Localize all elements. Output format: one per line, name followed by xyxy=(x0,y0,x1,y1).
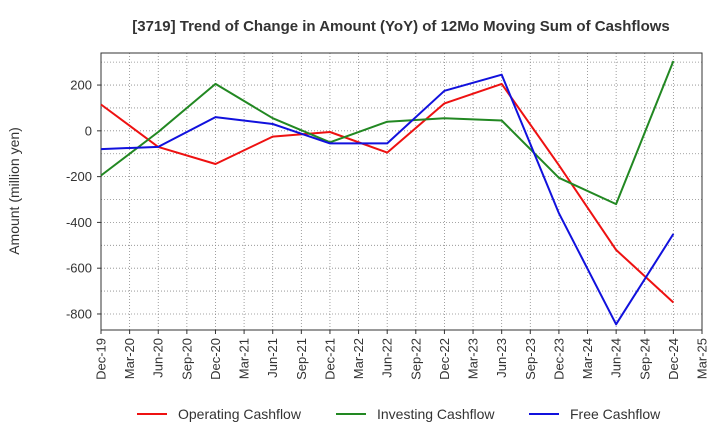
chart-title: [3719] Trend of Change in Amount (YoY) o… xyxy=(132,18,670,35)
y-axis-ticks: 200 0 -200 -400 -600 -800 xyxy=(66,78,101,321)
plot-frame xyxy=(100,52,703,331)
y-tick-label: -600 xyxy=(66,261,92,276)
x-tick-label: Dec-22 xyxy=(437,338,452,380)
legend-label: Free Cashflow xyxy=(570,406,661,422)
series-layer xyxy=(100,60,675,326)
y-tick-label: 0 xyxy=(85,123,92,138)
x-tick-label: Jun-20 xyxy=(151,338,166,378)
legend-label: Operating Cashflow xyxy=(178,406,302,422)
x-tick-label: Jun-21 xyxy=(265,338,280,378)
x-axis-ticks: Dec-19 Mar-20 Jun-20 Sep-20 Dec-20 Mar-21 Jun-… xyxy=(94,330,710,380)
x-tick-label: Mar-22 xyxy=(351,338,366,379)
x-tick-label: Mar-24 xyxy=(580,338,595,379)
legend: Operating Cashflow Investing Cashflow Free… xyxy=(137,406,661,422)
x-tick-label: Jun-22 xyxy=(380,338,395,378)
x-tick-label: Dec-24 xyxy=(666,338,681,380)
x-tick-label: Jun-24 xyxy=(609,338,624,378)
y-tick-label: 200 xyxy=(70,78,92,93)
x-tick-label: Dec-20 xyxy=(208,338,223,380)
x-tick-label: Sep-24 xyxy=(637,338,652,380)
x-tick-label: Dec-19 xyxy=(94,338,109,380)
series-line-operating-cashflow xyxy=(100,82,675,304)
y-tick-label: -800 xyxy=(66,306,92,321)
x-tick-label: Mar-20 xyxy=(122,338,137,379)
x-tick-label: Sep-23 xyxy=(523,338,538,380)
legend-label: Investing Cashflow xyxy=(377,406,495,422)
x-tick-label: Dec-21 xyxy=(322,338,337,380)
y-tick-label: -400 xyxy=(66,215,92,230)
x-tick-label: Mar-23 xyxy=(466,338,481,379)
y-tick-label: -200 xyxy=(66,169,92,184)
x-tick-label: Jun-23 xyxy=(494,338,509,378)
x-tick-label: Sep-21 xyxy=(294,338,309,380)
x-tick-label: Mar-21 xyxy=(237,338,252,379)
x-tick-label: Mar-25 xyxy=(695,338,710,379)
x-tick-label: Dec-23 xyxy=(551,338,566,380)
y-axis-label: Amount (million yen) xyxy=(6,127,22,255)
series-line-free-cashflow xyxy=(100,73,675,326)
x-tick-label: Sep-22 xyxy=(408,338,423,380)
x-tick-label: Sep-20 xyxy=(179,338,194,380)
series-line-investing-cashflow xyxy=(100,60,675,206)
